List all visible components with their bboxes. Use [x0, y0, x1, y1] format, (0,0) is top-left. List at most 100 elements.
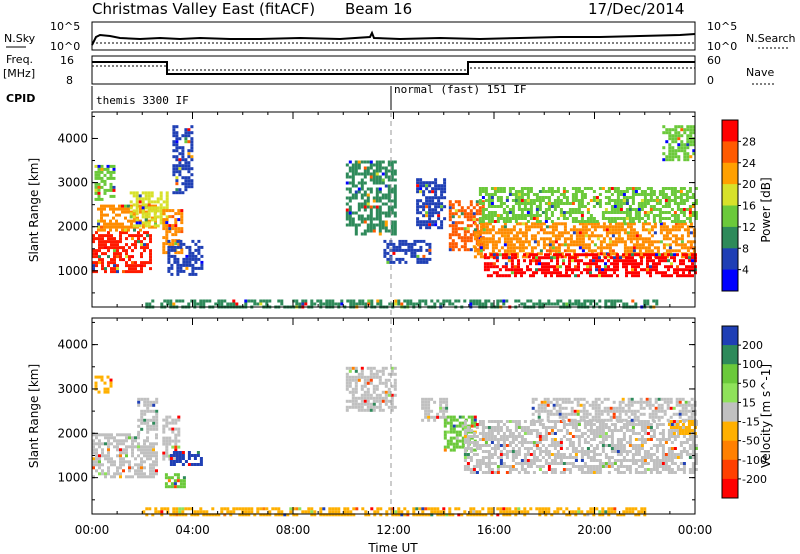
velocity-colorbar: 200 100 50 15 -15 -50 -100 -200	[721, 325, 767, 499]
colorbar-tick-label: 200	[742, 339, 763, 352]
scatter-region-3	[129, 191, 169, 228]
colorbar-tick-label: 50	[742, 377, 756, 390]
nave-trace	[92, 65, 695, 71]
colorbar-swatch	[722, 364, 738, 384]
colorbar-swatch	[722, 184, 738, 206]
colorbar-tick-label: -100	[742, 454, 767, 467]
nave-label: Nave	[746, 66, 774, 79]
scatter-region-12	[478, 187, 698, 223]
cpid-label: CPID	[6, 92, 35, 105]
colorbar-tick-label: -50	[742, 435, 760, 448]
freq-strip: Freq. [MHz] 16 8 60 0 Nave	[3, 53, 776, 87]
colorbar-swatch	[722, 248, 738, 271]
colorbar-swatch	[722, 421, 738, 442]
nsky-label: N.Sky	[4, 32, 36, 45]
x-tick-label: 16:00	[477, 523, 512, 537]
scatter-region-2	[94, 375, 113, 394]
colorbar-swatch	[722, 345, 738, 365]
y-tick-label: 1000	[57, 264, 88, 278]
scatter-region-0	[92, 433, 158, 479]
scatter-region-5	[164, 473, 186, 489]
x-axis-label: Time UT	[367, 541, 418, 554]
cpid-mode-1: normal (fast) 151 IF	[394, 83, 526, 96]
colorbar-tick-label: 20	[742, 178, 756, 191]
colorbar-tick-label: 16	[742, 200, 756, 213]
scatter-region-6	[172, 125, 194, 195]
colorbar-tick-label: 24	[742, 157, 756, 170]
colorbar-tick-label: -200	[742, 473, 767, 486]
colorbar-swatch	[722, 226, 738, 249]
scatter-region-6	[345, 366, 397, 412]
freq-trace	[92, 61, 695, 75]
nsearch-label: N.Search	[746, 32, 796, 45]
scatter-region-15	[662, 125, 696, 162]
colorbar-swatch	[722, 120, 738, 142]
nsky-tick-top: 10^5	[50, 20, 80, 33]
x-tick-label: 20:00	[577, 523, 612, 537]
scatter-region-4	[169, 451, 203, 466]
scatter-region-0	[92, 231, 152, 274]
colorbar-tick-label: -15	[742, 416, 760, 429]
figure-title: Christmas Valley East (fitACF)	[92, 0, 315, 18]
freq-label: Freq.	[6, 53, 33, 66]
cpid-mode-0: themis 3300 IF	[96, 94, 189, 107]
colorbar-tick-label: 15	[742, 396, 756, 409]
x-tick-label: 00:00	[678, 523, 713, 537]
nsky-tick-bottom: 10^0	[50, 40, 80, 53]
power-colorbar: 4 8 12 16 20 24 28	[721, 119, 756, 292]
scatter-region-13	[483, 253, 697, 278]
scatter-region-5	[167, 239, 204, 276]
scatter-region-1	[137, 397, 159, 434]
colorbar-tick-label: 12	[742, 221, 756, 234]
cpid-strip: CPID themis 3300 IF normal (fast) 151 IF	[6, 83, 526, 110]
colorbar-swatch	[722, 402, 738, 422]
colorbar-swatch	[722, 162, 738, 185]
scatter-region-11	[473, 222, 696, 259]
scatter-region-2	[94, 164, 116, 201]
nsky-strip: N.Sky 10^5 10^0 10^5 10^0 N.Search	[4, 20, 796, 53]
colorbar-swatch	[722, 141, 738, 164]
scatter-region-9	[416, 178, 447, 230]
scatter-region-12	[142, 507, 647, 517]
x-tick-label: 08:00	[276, 523, 311, 537]
freq-tick-top: 16	[60, 54, 74, 67]
colorbar-swatch	[722, 459, 738, 480]
nsearch-tick-bottom: 10^0	[707, 40, 737, 53]
colorbar-swatch	[722, 326, 738, 346]
nsearch-tick-top: 10^5	[707, 20, 737, 33]
x-tick-label: 00:00	[75, 523, 110, 537]
x-tick-labels: 00:00 04:00 08:00 12:00 16:00 20:00 00:00	[75, 523, 713, 537]
colorbar-swatch	[722, 269, 738, 292]
y-tick-label: 2000	[57, 220, 88, 234]
y-tick-label: 4000	[57, 338, 88, 352]
x-tick-label: 12:00	[376, 523, 411, 537]
y-tick-label: 4000	[57, 131, 88, 145]
beam-label: Beam 16	[345, 0, 412, 18]
velocity-colorbar-label: Velocity [m s^-1]	[759, 364, 773, 468]
freq-tick-bottom: 8	[66, 74, 73, 87]
power-panel: 1000 2000 3000 4000 Slant Range [km] 4 8 12 16…	[27, 111, 773, 309]
y-tick-label: 3000	[57, 382, 88, 396]
velocity-y-label: Slant Range [km]	[27, 364, 41, 468]
scatter-region-7	[345, 160, 397, 236]
freq-unit: [MHz]	[3, 67, 35, 80]
power-axis-ticks: 1000 2000 3000 4000	[57, 112, 696, 307]
scatter-region-8	[443, 415, 477, 452]
y-tick-label: 2000	[57, 426, 88, 440]
colorbar-swatch	[722, 205, 738, 228]
date-label: 17/Dec/2014	[588, 0, 684, 18]
colorbar-tick-label: 28	[742, 135, 756, 148]
scatter-region-10	[531, 397, 697, 422]
colorbar-swatch	[722, 440, 738, 461]
power-plot-area	[92, 125, 698, 309]
power-colorbar-label: Power [dB]	[759, 177, 773, 242]
scatter-region-7	[421, 397, 449, 422]
velocity-panel: 1000 2000 3000 4000 Slant Range [km] 200 100…	[27, 317, 773, 517]
y-tick-label: 1000	[57, 471, 88, 485]
colorbar-tick-label: 4	[742, 264, 749, 277]
colorbar-swatch	[722, 383, 738, 403]
velocity-plot-area	[92, 366, 698, 517]
scatter-region-9	[463, 420, 698, 474]
nave-tick-top: 60	[707, 54, 721, 67]
